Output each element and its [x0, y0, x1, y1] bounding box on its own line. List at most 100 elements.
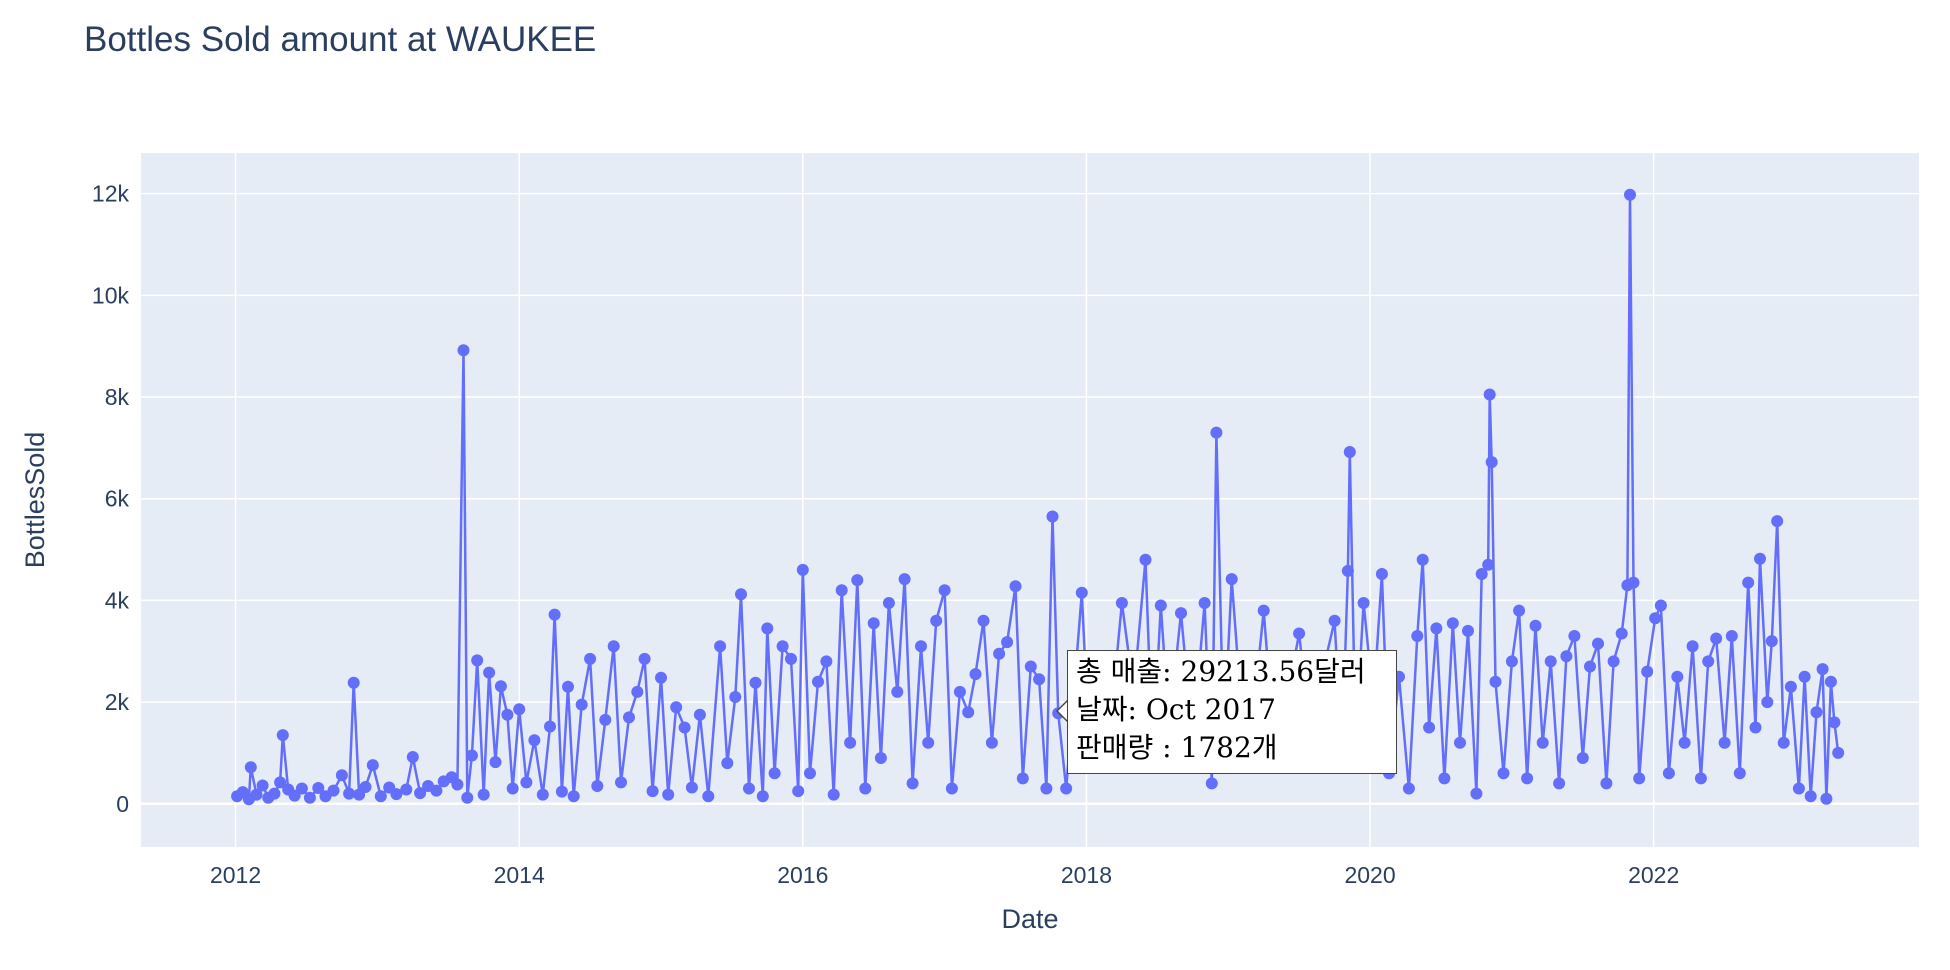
data-point[interactable]	[993, 647, 1006, 660]
data-point[interactable]	[489, 756, 502, 769]
data-point[interactable]	[1293, 627, 1306, 640]
data-point[interactable]	[501, 708, 514, 721]
data-point[interactable]	[1810, 706, 1823, 719]
data-point[interactable]	[1154, 599, 1167, 612]
data-point[interactable]	[1210, 426, 1223, 439]
data-point[interactable]	[390, 788, 403, 801]
data-point[interactable]	[749, 676, 762, 689]
data-point[interactable]	[812, 675, 824, 688]
data-point[interactable]	[567, 790, 580, 803]
data-point[interactable]	[1694, 772, 1707, 785]
data-point[interactable]	[756, 790, 769, 803]
data-point[interactable]	[969, 668, 982, 681]
data-point[interactable]	[922, 736, 935, 749]
data-point[interactable]	[1485, 456, 1498, 469]
data-point[interactable]	[1662, 767, 1675, 780]
data-point[interactable]	[1075, 586, 1088, 599]
data-point[interactable]	[1033, 673, 1046, 686]
data-point[interactable]	[528, 734, 541, 747]
data-point[interactable]	[1009, 580, 1022, 593]
data-point[interactable]	[1804, 790, 1817, 803]
data-point[interactable]	[1678, 736, 1691, 749]
data-point[interactable]	[930, 614, 943, 627]
data-point[interactable]	[359, 781, 372, 793]
data-point[interactable]	[465, 749, 478, 762]
data-point[interactable]	[678, 721, 691, 734]
data-point[interactable]	[1560, 650, 1573, 663]
data-point[interactable]	[776, 640, 789, 653]
data-point[interactable]	[962, 706, 975, 719]
data-point[interactable]	[729, 691, 742, 703]
data-point[interactable]	[575, 698, 588, 711]
data-point[interactable]	[882, 597, 895, 609]
data-point[interactable]	[461, 791, 474, 804]
data-point[interactable]	[268, 787, 281, 800]
data-point[interactable]	[520, 776, 533, 789]
data-point[interactable]	[1416, 553, 1429, 566]
data-point[interactable]	[457, 344, 470, 357]
data-point[interactable]	[685, 781, 698, 794]
data-point[interactable]	[591, 780, 604, 792]
data-point[interactable]	[631, 685, 644, 698]
data-point[interactable]	[1536, 736, 1549, 749]
data-point[interactable]	[1718, 736, 1731, 749]
data-point[interactable]	[1761, 696, 1774, 709]
data-point[interactable]	[1725, 630, 1738, 642]
data-point[interactable]	[827, 788, 840, 801]
data-point[interactable]	[312, 782, 325, 794]
data-point[interactable]	[915, 640, 927, 653]
data-point[interactable]	[1475, 568, 1488, 580]
data-point[interactable]	[1454, 736, 1466, 749]
data-point[interactable]	[1024, 660, 1037, 673]
data-point[interactable]	[1483, 388, 1496, 401]
data-point[interactable]	[1198, 597, 1211, 609]
data-point[interactable]	[1040, 782, 1053, 795]
data-point[interactable]	[1423, 721, 1436, 734]
data-point[interactable]	[1784, 680, 1797, 693]
data-point[interactable]	[599, 713, 612, 726]
data-point[interactable]	[1046, 510, 1059, 523]
data-point[interactable]	[804, 767, 816, 780]
data-point[interactable]	[1205, 777, 1218, 790]
data-point[interactable]	[820, 655, 833, 668]
data-point[interactable]	[1529, 619, 1542, 632]
data-point[interactable]	[693, 708, 706, 721]
data-point[interactable]	[623, 711, 635, 724]
data-point[interactable]	[761, 622, 774, 635]
data-point[interactable]	[1824, 675, 1837, 688]
data-point[interactable]	[366, 759, 379, 772]
data-point[interactable]	[1139, 553, 1152, 566]
data-point[interactable]	[1816, 663, 1829, 676]
data-point[interactable]	[743, 782, 755, 795]
data-point[interactable]	[898, 573, 911, 586]
data-point[interactable]	[1357, 597, 1370, 609]
data-point[interactable]	[1671, 670, 1684, 683]
data-point[interactable]	[735, 588, 747, 601]
data-point[interactable]	[796, 563, 809, 576]
data-point[interactable]	[1733, 767, 1746, 780]
data-point[interactable]	[548, 608, 561, 621]
data-point[interactable]	[276, 729, 289, 742]
data-point[interactable]	[662, 788, 675, 801]
data-point[interactable]	[1446, 617, 1459, 630]
data-point[interactable]	[343, 787, 356, 800]
data-point[interactable]	[506, 782, 519, 795]
data-point[interactable]	[1828, 716, 1841, 729]
data-point[interactable]	[1016, 772, 1029, 785]
data-point[interactable]	[1777, 736, 1790, 749]
data-point[interactable]	[303, 791, 316, 804]
data-point[interactable]	[953, 685, 966, 698]
data-point[interactable]	[1749, 721, 1762, 734]
data-point[interactable]	[945, 782, 958, 795]
data-point[interactable]	[406, 751, 419, 763]
data-point[interactable]	[513, 703, 526, 716]
data-point[interactable]	[1654, 599, 1667, 612]
data-point[interactable]	[1470, 787, 1483, 800]
data-point[interactable]	[977, 614, 990, 627]
series-line[interactable]	[236, 193, 1840, 801]
data-point[interactable]	[1489, 675, 1502, 688]
data-point[interactable]	[1553, 777, 1566, 790]
data-point[interactable]	[1544, 655, 1557, 668]
data-point[interactable]	[544, 720, 556, 733]
data-point[interactable]	[1754, 552, 1766, 565]
